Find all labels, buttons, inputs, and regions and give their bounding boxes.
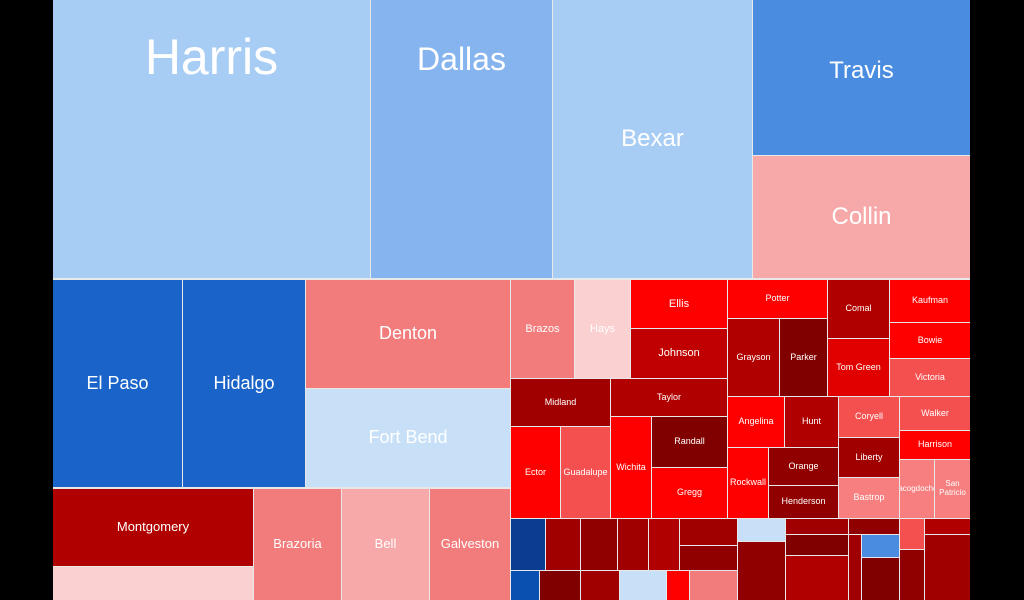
tile: Bexar [553,0,752,278]
tile [786,519,848,534]
tile: Collin [753,156,970,278]
tile [680,519,737,545]
tile: Coryell [839,397,899,437]
tile: Bowie [890,323,970,358]
tile: Bastrop [839,478,899,518]
tile: Rockwall [728,448,768,518]
tile [738,542,785,600]
tile [862,535,899,557]
tile: Liberty [839,438,899,477]
tile: Ector [511,427,560,518]
tile: Victoria [890,359,970,396]
tile: Brazoria [254,489,341,600]
tile: Henderson [769,486,838,518]
tile: Randall [652,417,727,467]
tile [53,567,253,600]
tile [581,571,619,600]
tile [849,535,861,600]
tile: Walker [900,397,970,430]
tile [786,556,848,600]
tile [680,546,737,570]
tile: Johnson [631,329,727,378]
tile: Brazos [511,280,574,378]
tile: Guadalupe [561,427,610,518]
tile: Ellis [631,280,727,328]
tile [620,571,666,600]
tile [786,535,848,555]
tile: Nacogdoches [900,460,934,518]
tile: Hunt [785,397,838,447]
tile [581,519,617,570]
tile: San Patricio [935,460,970,518]
tile: Kaufman [890,280,970,322]
tile [546,519,580,570]
tile [925,519,970,534]
tile: Parker [780,319,827,396]
tile [511,571,539,600]
tile: Hays [575,280,630,378]
tile: Hidalgo [183,280,305,487]
tile [862,558,899,600]
tile: Denton [306,280,510,388]
tile: Angelina [728,397,784,447]
tile: Fort Bend [306,389,510,487]
treemap: Harris Dallas Bexar Travis Collin El Pas… [53,0,970,600]
tile: Harrison [900,431,970,459]
tile: Montgomery [53,489,253,566]
tile: Grayson [728,319,779,396]
tile [849,519,899,534]
tile: Harris [53,0,370,278]
tile: Taylor [611,379,727,416]
tile [649,519,679,570]
tile: Potter [728,280,827,318]
tile: Galveston [430,489,510,600]
tile: Travis [753,0,970,155]
tile: Midland [511,379,610,426]
tile [540,571,580,600]
tile: Bell [342,489,429,600]
tile: Wichita [611,417,651,518]
tile [618,519,648,570]
tile: Tom Green [828,339,889,396]
tile: Comal [828,280,889,338]
tile: Dallas [371,0,552,278]
tile [511,519,545,570]
tile: El Paso [53,280,182,487]
tile [738,519,785,541]
tile [900,550,924,600]
tile [925,535,970,600]
tile [900,519,924,549]
tile [690,571,737,600]
tile: Gregg [652,468,727,518]
tile: Orange [769,448,838,485]
tile [667,571,689,600]
